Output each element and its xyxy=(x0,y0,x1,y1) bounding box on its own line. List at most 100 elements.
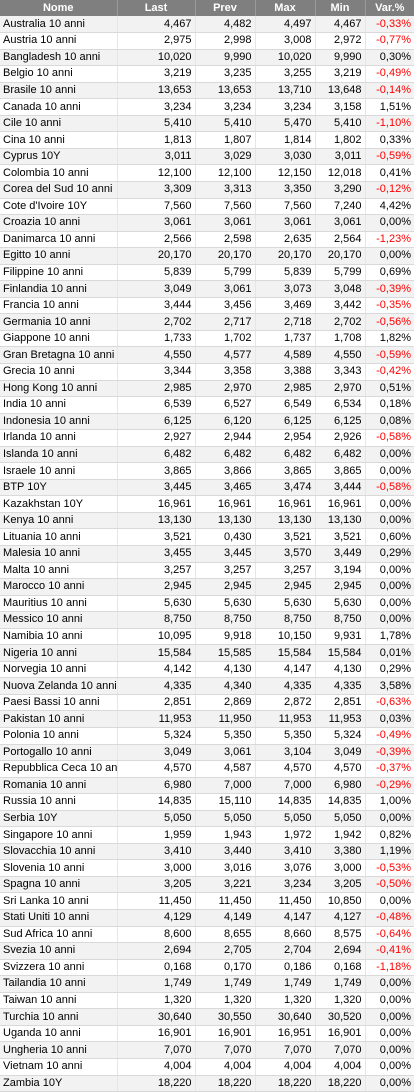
cell-name: Svezia 10 anni xyxy=(0,942,118,960)
table-row[interactable]: Canada 10 anni 3,234 3,234 3,234 3,158 1,51% xyxy=(0,98,414,116)
cell-last: 3,049 xyxy=(117,744,196,762)
cell-min: 16,901 xyxy=(315,1025,366,1043)
table-row[interactable]: BTP 10Y 3,445 3,465 3,474 3,444 -0,58% xyxy=(0,479,414,497)
cell-prev: 3,061 xyxy=(195,744,256,762)
table-row[interactable]: Sud Africa 10 anni 8,600 8,655 8,660 8,575 -0… xyxy=(0,926,414,944)
cell-var: -0,12% xyxy=(365,181,414,199)
table-row[interactable]: Cile 10 anni 5,410 5,410 5,470 5,410 -1,10% xyxy=(0,115,414,133)
table-row[interactable]: India 10 anni 6,539 6,527 6,549 6,534 0,18% xyxy=(0,396,414,414)
cell-last: 16,901 xyxy=(117,1025,196,1043)
table-row[interactable]: Croazia 10 anni 3,061 3,061 3,061 3,061 0,00% xyxy=(0,214,414,232)
table-row[interactable]: Turchia 10 anni 30,640 30,550 30,640 30,520 0… xyxy=(0,1008,414,1026)
cell-max: 20,170 xyxy=(255,247,316,265)
table-row[interactable]: Mauritius 10 anni 5,630 5,630 5,630 5,630 0,0… xyxy=(0,595,414,613)
column-header-max[interactable]: Max xyxy=(255,0,316,16)
table-row[interactable]: Kenya 10 anni 13,130 13,130 13,130 13,130 0,0… xyxy=(0,512,414,530)
table-row[interactable]: Romania 10 anni 6,980 7,000 7,000 6,980 -0,29… xyxy=(0,777,414,795)
table-row[interactable]: Norvegia 10 anni 4,142 4,130 4,147 4,130 0,29… xyxy=(0,661,414,679)
cell-var: 3,58% xyxy=(365,677,414,695)
table-row[interactable]: Spagna 10 anni 3,205 3,221 3,234 3,205 -0,50% xyxy=(0,876,414,894)
table-row[interactable]: Slovenia 10 anni 3,000 3,016 3,076 3,000 -0,5… xyxy=(0,859,414,877)
cell-var: -0,29% xyxy=(365,777,414,795)
table-row[interactable]: Australia 10 anni 4,467 4,482 4,497 4,467 -0,… xyxy=(0,16,414,34)
table-row[interactable]: Svezia 10 anni 2,694 2,705 2,704 2,694 -0,41% xyxy=(0,942,414,960)
column-header-var[interactable]: Var.% xyxy=(365,0,414,16)
table-row[interactable]: Messico 10 anni 8,750 8,750 8,750 8,750 0,00% xyxy=(0,611,414,629)
table-row[interactable]: Zambia 10Y 18,220 18,220 18,220 18,220 0,00% xyxy=(0,1075,414,1092)
table-row[interactable]: Taiwan 10 anni 1,320 1,320 1,320 1,320 0,00% xyxy=(0,992,414,1010)
table-row[interactable]: Uganda 10 anni 16,901 16,901 16,951 16,901 0,… xyxy=(0,1025,414,1043)
cell-max: 5,050 xyxy=(255,810,316,828)
table-row[interactable]: Repubblica Ceca 10 anni 4,570 4,587 4,570 4,… xyxy=(0,760,414,778)
table-row[interactable]: Irlanda 10 anni 2,927 2,944 2,954 2,926 -0,58… xyxy=(0,429,414,447)
table-row[interactable]: Islanda 10 anni 6,482 6,482 6,482 6,482 0,00% xyxy=(0,446,414,464)
cell-prev: 3,440 xyxy=(195,843,256,861)
table-row[interactable]: Cyprus 10Y 3,011 3,029 3,030 3,011 -0,59% xyxy=(0,148,414,166)
table-row[interactable]: Marocco 10 anni 2,945 2,945 2,945 2,945 0,00% xyxy=(0,578,414,596)
table-row[interactable]: Vietnam 10 anni 4,004 4,004 4,004 4,004 0,00% xyxy=(0,1058,414,1076)
table-row[interactable]: Malesia 10 anni 3,455 3,445 3,570 3,449 0,29% xyxy=(0,545,414,563)
table-row[interactable]: Lituania 10 anni 3,521 0,430 3,521 3,521 0,60… xyxy=(0,528,414,546)
column-header-min[interactable]: Min xyxy=(315,0,366,16)
cell-max: 4,589 xyxy=(255,346,316,364)
table-row[interactable]: Malta 10 anni 3,257 3,257 3,257 3,194 0,00% xyxy=(0,562,414,580)
table-row[interactable]: Finlandia 10 anni 3,049 3,061 3,073 3,048 -0,… xyxy=(0,280,414,298)
table-row[interactable]: Hong Kong 10 anni 2,985 2,970 2,985 2,970 0,5… xyxy=(0,380,414,398)
cell-prev: 3,866 xyxy=(195,462,256,480)
cell-min: 5,410 xyxy=(315,115,366,133)
table-row[interactable]: Grecia 10 anni 3,344 3,358 3,388 3,343 -0,42% xyxy=(0,363,414,381)
table-row[interactable]: Germania 10 anni 2,702 2,717 2,718 2,702 -0,5… xyxy=(0,313,414,331)
table-row[interactable]: Austria 10 anni 2,975 2,998 3,008 2,972 -0,77… xyxy=(0,32,414,50)
table-row[interactable]: Danimarca 10 anni 2,566 2,598 2,635 2,564 -1,… xyxy=(0,231,414,249)
table-row[interactable]: Brasile 10 anni 13,653 13,653 13,710 13,648-… xyxy=(0,82,414,100)
cell-max: 3,410 xyxy=(255,843,316,861)
table-row[interactable]: Bangladesh 10 anni 10,020 9,990 10,020 9,990… xyxy=(0,49,414,67)
table-row[interactable]: Ungheria 10 anni 7,070 7,070 7,070 7,070 0,00… xyxy=(0,1041,414,1059)
table-row[interactable]: Colombia 10 anni 12,100 12,100 12,150 12,018… xyxy=(0,164,414,182)
table-row[interactable]: Filippine 10 anni 5,839 5,799 5,839 5,799 0,6… xyxy=(0,264,414,282)
table-row[interactable]: Cina 10 anni 1,813 1,807 1,814 1,802 0,33% xyxy=(0,131,414,149)
cell-max: 6,125 xyxy=(255,413,316,431)
cell-prev: 0,170 xyxy=(195,959,256,977)
cell-name: Irlanda 10 anni xyxy=(0,429,118,447)
table-row[interactable]: Sri Lanka 10 anni 11,450 11,450 11,450 10,85… xyxy=(0,892,414,911)
cell-var: 0,08% xyxy=(365,413,414,431)
table-row[interactable]: Belgio 10 anni 3,219 3,235 3,255 3,219 -0,49% xyxy=(0,65,414,83)
table-row[interactable]: Tailandia 10 anni 1,749 1,749 1,749 1,749 0,0… xyxy=(0,975,414,993)
table-row[interactable]: Nigeria 10 anni 15,584 15,585 15,584 15,584 0… xyxy=(0,644,414,662)
table-row[interactable]: Gran Bretagna 10 anni 4,550 4,577 4,589 4,55… xyxy=(0,346,414,364)
table-row[interactable]: Egitto 10 anni 20,170 20,170 20,170 20,170 0,… xyxy=(0,247,414,265)
table-row[interactable]: Indonesia 10 anni 6,125 6,120 6,125 6,125 0,0… xyxy=(0,413,414,431)
table-row[interactable]: Cote d'Ivoire 10Y 7,560 7,560 7,560 7,240 4,4… xyxy=(0,198,414,216)
table-row[interactable]: Paesi Bassi 10 anni 2,851 2,869 2,872 2,851-… xyxy=(0,694,414,712)
table-row[interactable]: Stati Uniti 10 anni 4,129 4,149 4,147 4,127-… xyxy=(0,909,414,927)
cell-prev: 13,130 xyxy=(195,512,256,530)
table-row[interactable]: Israele 10 anni 3,865 3,866 3,865 3,865 0,00% xyxy=(0,462,414,480)
table-row[interactable]: Namibia 10 anni 10,095 9,918 10,150 9,931 1,7… xyxy=(0,628,414,646)
column-header-last[interactable]: Last xyxy=(117,0,196,16)
table-row[interactable]: Kazakhstan 10Y 16,961 16,961 16,961 16,961 0,… xyxy=(0,495,414,513)
table-row[interactable]: Polonia 10 anni 5,324 5,350 5,350 5,324 -0,49… xyxy=(0,727,414,745)
table-row[interactable]: Francia 10 anni 3,444 3,456 3,469 3,442 -0,35… xyxy=(0,297,414,315)
cell-min: 9,931 xyxy=(315,628,366,646)
table-row[interactable]: Singapore 10 anni 1,959 1,943 1,972 1,942 0,8… xyxy=(0,826,414,844)
cell-max: 7,070 xyxy=(255,1041,316,1059)
table-row[interactable]: Slovacchia 10 anni 3,410 3,440 3,410 3,380 1,… xyxy=(0,843,414,861)
cell-prev: 2,944 xyxy=(195,429,256,447)
table-row[interactable]: Serbia 10Y 5,050 5,050 5,050 5,050 0,00% xyxy=(0,810,414,828)
table-row[interactable]: Giappone 10 anni 1,733 1,702 1,737 1,708 1,82… xyxy=(0,330,414,348)
column-header-nome[interactable]: Nome xyxy=(0,0,118,16)
table-row[interactable]: Portogallo 10 anni 3,049 3,061 3,104 3,049 -0… xyxy=(0,744,414,762)
table-row[interactable]: Svizzera 10 anni 0,168 0,170 0,186 0,168 -1,1… xyxy=(0,959,414,977)
column-header-prev[interactable]: Prev xyxy=(195,0,256,16)
cell-var: 0,00% xyxy=(365,462,414,480)
cell-name: Hong Kong 10 anni xyxy=(0,380,118,398)
table-row[interactable]: Russia 10 anni 14,835 15,110 14,835 14,835 1,… xyxy=(0,793,414,811)
cell-var: 0,69% xyxy=(365,264,414,282)
cell-name: Kenya 10 anni xyxy=(0,512,118,530)
table-row[interactable]: Pakistan 10 anni 11,953 11,950 11,953 11,953… xyxy=(0,710,414,729)
cell-name: Finlandia 10 anni xyxy=(0,280,118,298)
table-row[interactable]: Corea del Sud 10 anni 3,309 3,313 3,350 3,29… xyxy=(0,181,414,199)
cell-max: 1,320 xyxy=(255,992,316,1010)
table-row[interactable]: Nuova Zelanda 10 anni 4,335 4,340 4,335 4,33… xyxy=(0,677,414,695)
